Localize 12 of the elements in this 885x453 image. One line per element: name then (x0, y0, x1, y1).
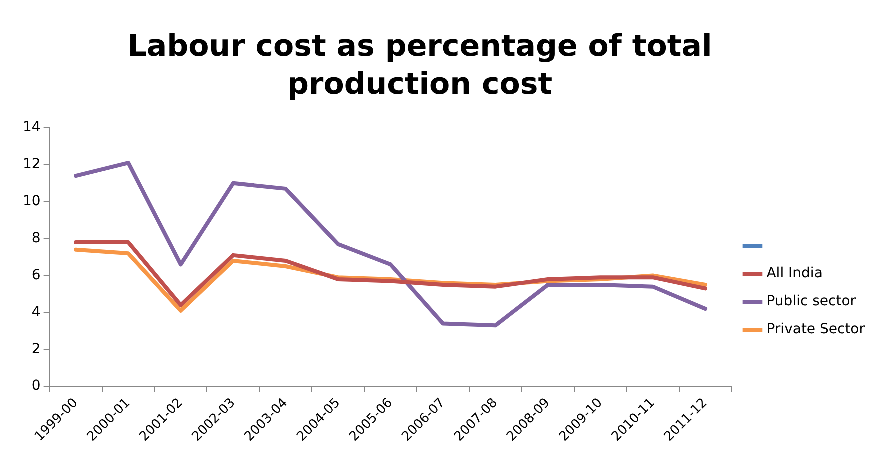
y-tick-label: 2 (32, 341, 41, 358)
y-tick-label: 4 (32, 304, 41, 320)
legend-label: Private Sector (766, 322, 866, 338)
legend-label: All India (766, 266, 823, 282)
chart-title: Labour cost as percentage of total production cost (126, 28, 714, 104)
legend-label: Public sector (766, 294, 856, 310)
y-tick-label: 8 (32, 230, 41, 246)
y-tick-label: 0 (32, 378, 41, 394)
y-tick-label: 10 (22, 194, 41, 210)
y-tick-label: 12 (22, 156, 41, 173)
y-tick-label: 14 (22, 120, 41, 136)
y-tick-label: 6 (32, 267, 41, 284)
